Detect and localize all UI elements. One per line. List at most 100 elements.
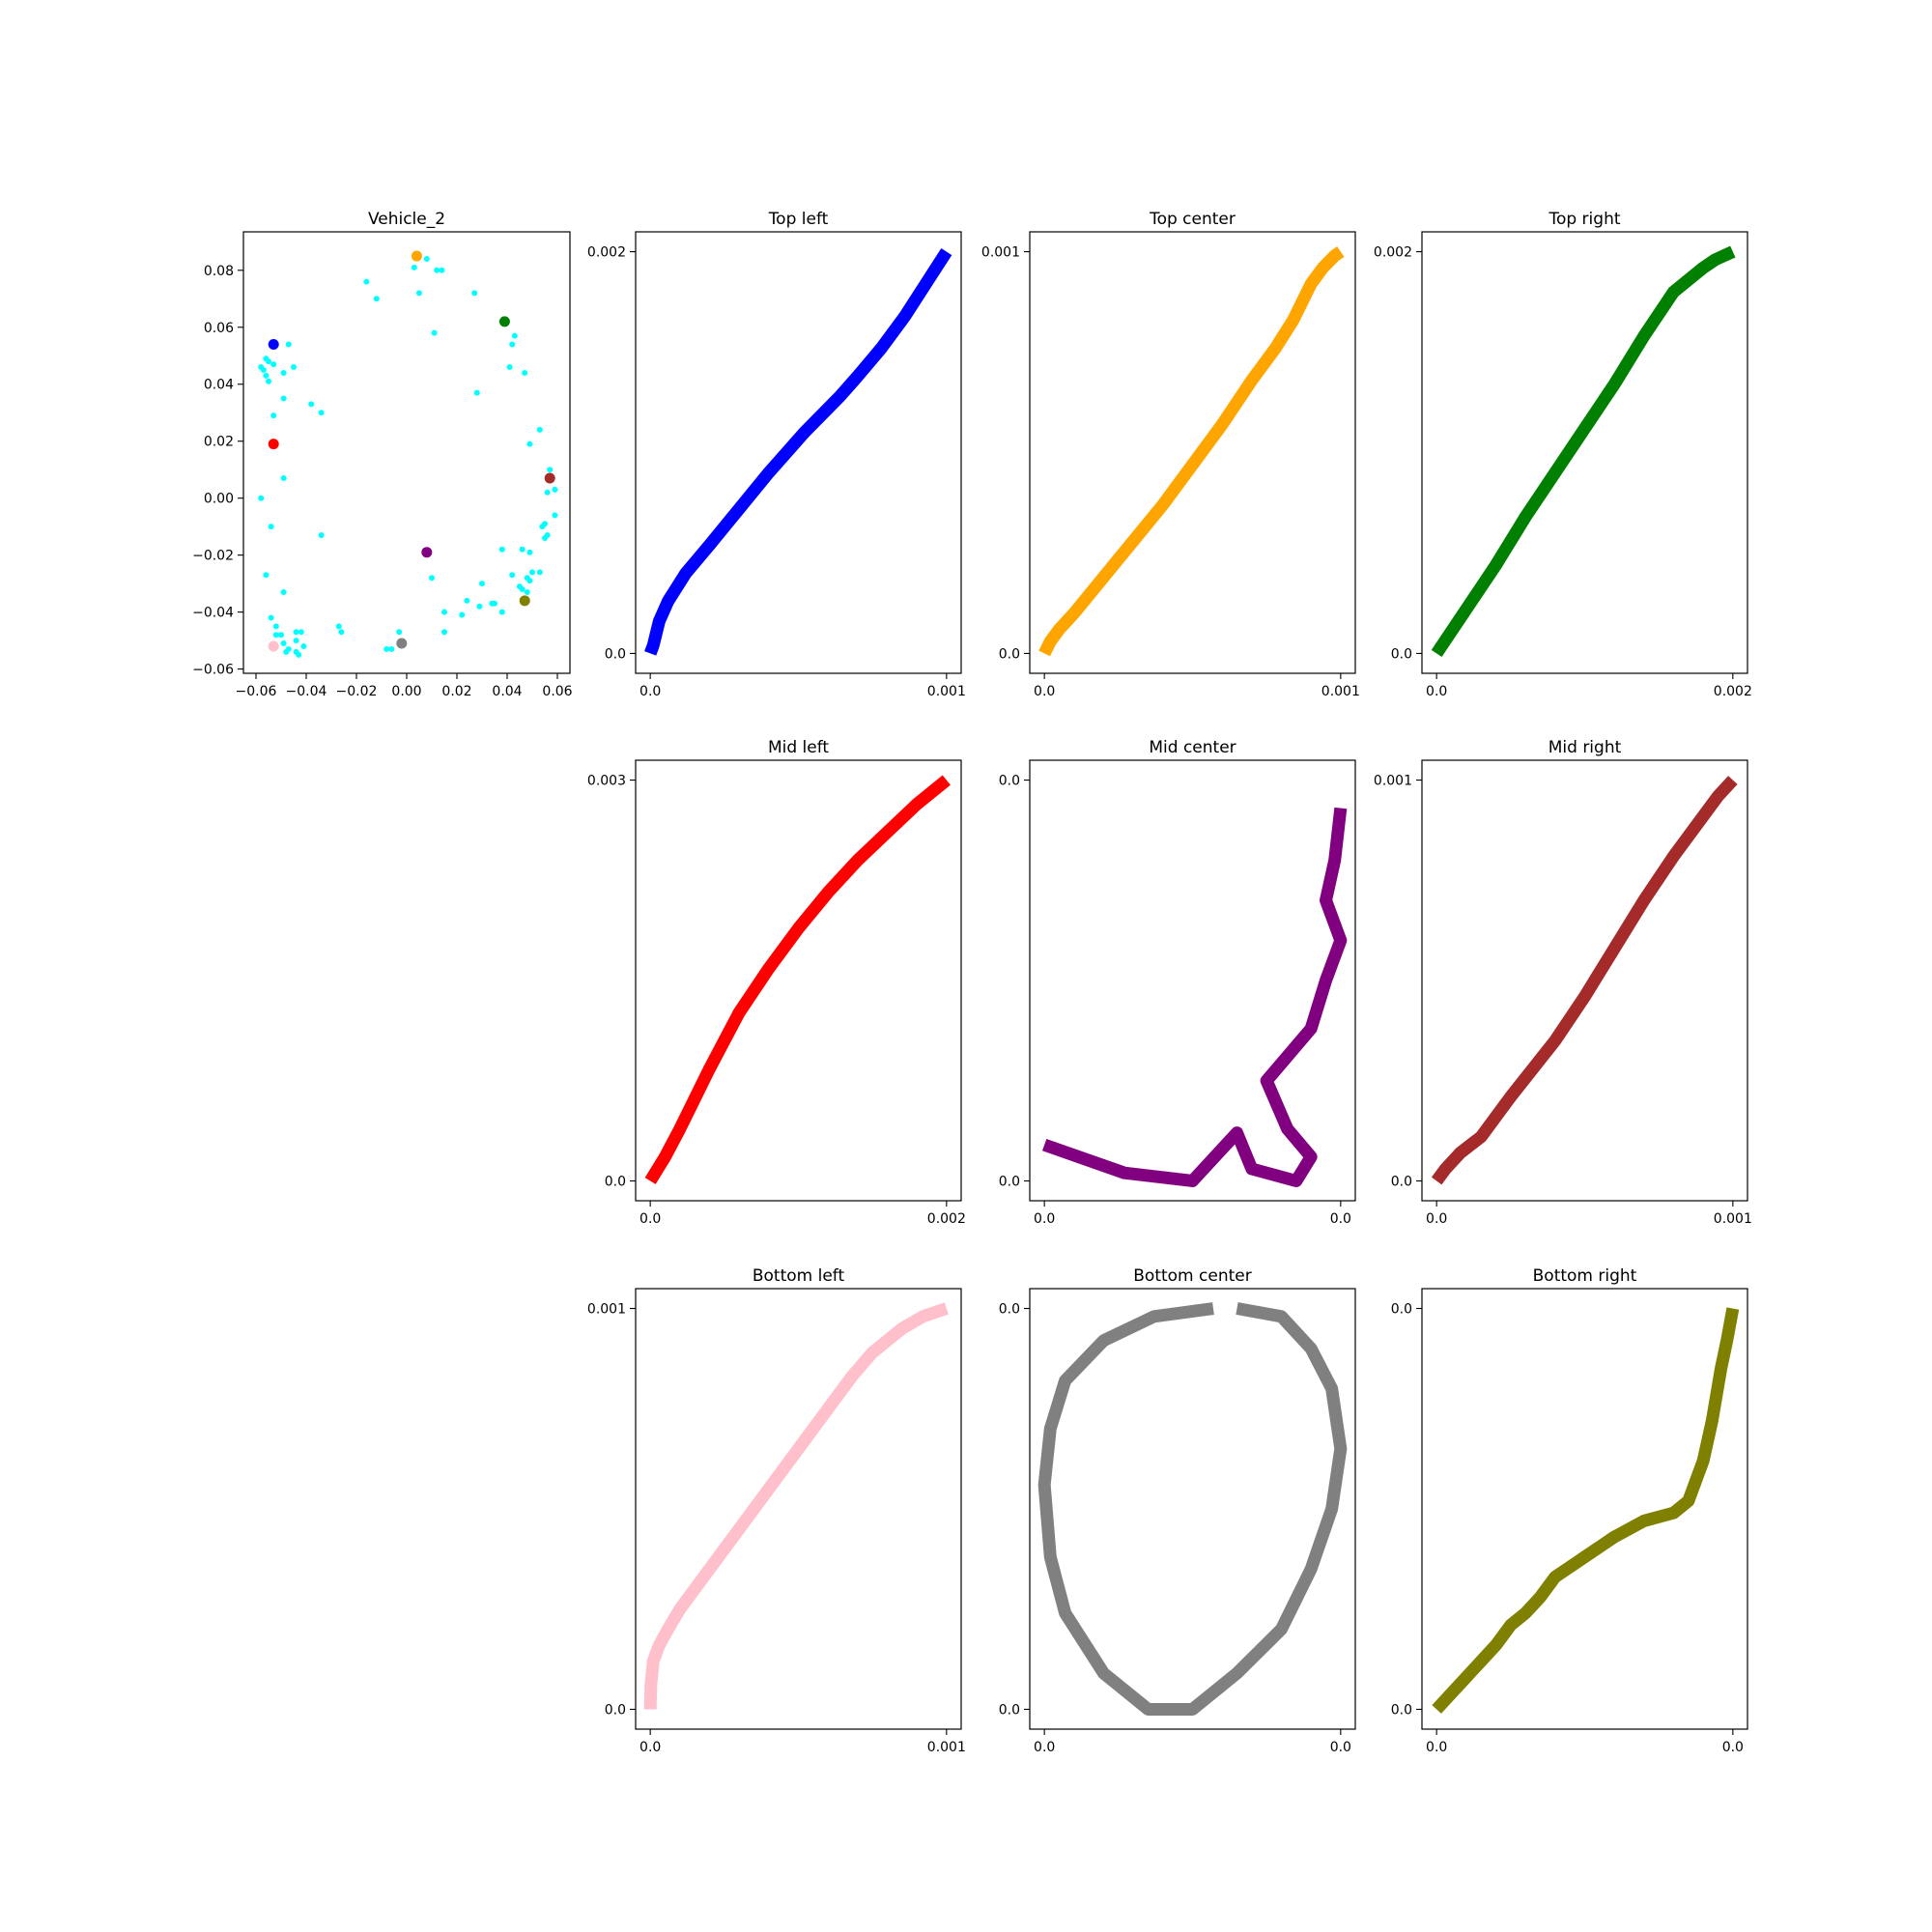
scatter-point [473,389,480,396]
axes-frame [1029,1288,1356,1730]
axes-frame [1421,231,1748,674]
highlight-point [268,338,279,350]
y-tick-label: −0.06 [192,663,234,678]
y-tick-label: 0.04 [204,378,234,393]
y-tick-label: 0.0 [999,1702,1020,1718]
x-tick-label: 0.0 [639,1211,661,1227]
axes-frame [1421,759,1748,1202]
panel-title: Mid right [1548,738,1622,757]
scatter-point [396,629,403,636]
scatter-point [542,534,548,541]
x-tick-label: 0.002 [927,1211,966,1227]
x-tick-label: 0.002 [1714,684,1752,699]
scatter-point [526,440,533,447]
scatter-point [423,256,430,263]
panel-title: Bottom center [1133,1266,1251,1286]
scatter-point [411,264,417,270]
y-tick-label: 0.0 [605,1702,626,1718]
scatter-point [298,629,304,636]
panel-scatter: Vehicle_2 −0.06 −0.04 −0.02 0.00 0.02 0.04 0.06… [192,210,573,699]
axes-frame [1421,1288,1748,1730]
scatter-point [258,495,265,501]
scatter-point [384,645,390,652]
scatter-point [270,412,277,419]
scatter-point [506,364,513,371]
scatter-point [498,609,505,615]
scatter-point [272,623,279,630]
scatter-point [388,645,395,652]
scatter-point [272,632,279,639]
panel-title: Bottom right [1533,1266,1637,1286]
scatter-point [547,467,554,473]
series-line [644,248,952,656]
series-line [1431,245,1736,658]
scatter-point [296,651,302,658]
scatter-point [526,578,533,584]
scatter-point [291,364,297,371]
scatter-point [536,569,543,576]
scatter-point [280,395,287,402]
highlight-point [411,250,422,262]
x-tick-label: 0.0 [1426,684,1447,699]
scatter-point [511,332,518,339]
scatter-point [308,401,315,408]
scatter-point [335,623,342,630]
y-tick-label: 0.0 [1391,646,1412,662]
scatter-point [363,278,370,285]
scatter-point [464,597,470,604]
scatter-point [522,369,528,376]
y-tick-label: 0.0 [605,1174,626,1189]
x-tick-label: 0.00 [391,684,421,699]
scatter-point [285,341,292,348]
scatter-point [524,588,530,595]
scatter-point [429,575,435,582]
series-line [1431,776,1738,1185]
scatter-point [416,290,422,297]
highlight-point [268,640,279,652]
y-tick-label: 0.002 [587,245,626,261]
scatter-point [544,489,551,496]
scatter-point [268,524,274,530]
panel-bottom_center: Bottom center 0.0 0.0 0.0 0.0 [999,1266,1356,1755]
y-tick-label: 0.08 [204,264,234,279]
x-tick-label: −0.02 [336,684,378,699]
panel-mid_right: Mid right 0.0 0.001 0.0 0.001 [1374,738,1752,1227]
y-tick-label: 0.0 [999,646,1020,662]
highlight-point [519,595,530,607]
scatter-point [471,290,478,297]
scatter-point [552,512,558,519]
series-line [644,775,951,1184]
scatter-point [318,532,325,539]
y-tick-label: 0.003 [587,774,626,789]
scatter-point [439,267,445,273]
x-tick-label: 0.001 [1714,1211,1752,1227]
scatter-point [434,267,440,273]
panel-title: Bottom left [753,1266,845,1286]
panel-top_center: Top center 0.0 0.001 0.0 0.001 [981,210,1360,699]
scatter-point [479,581,485,587]
x-tick-label: 0.0 [1722,1740,1744,1755]
x-tick-label: 0.0 [1034,1211,1055,1227]
panel-top_right: Top right 0.0 0.002 0.0 0.002 [1374,210,1752,699]
series-line [1037,1302,1348,1716]
scatter-point [431,329,438,336]
y-tick-label: −0.02 [192,549,234,564]
y-tick-label: 0.0 [999,774,1020,789]
scatter-point [498,546,505,553]
x-tick-label: 0.0 [1330,1740,1351,1755]
x-tick-label: 0.0 [1034,684,1055,699]
scatter-point [526,549,533,555]
x-tick-label: 0.04 [492,684,522,699]
panel-top_left: Top left 0.0 0.001 0.0 0.002 [587,210,966,699]
scatter-point [509,341,516,348]
panel-title: Mid left [768,738,829,757]
y-tick-label: 0.001 [587,1302,626,1318]
scatter-point [280,588,287,595]
x-tick-label: 0.0 [639,684,661,699]
scatter-point [519,546,526,553]
scatter-point [268,614,274,621]
y-tick-label: 0.001 [981,245,1020,261]
y-tick-label: 0.0 [1391,1702,1412,1718]
x-tick-label: 0.0 [1034,1740,1055,1755]
